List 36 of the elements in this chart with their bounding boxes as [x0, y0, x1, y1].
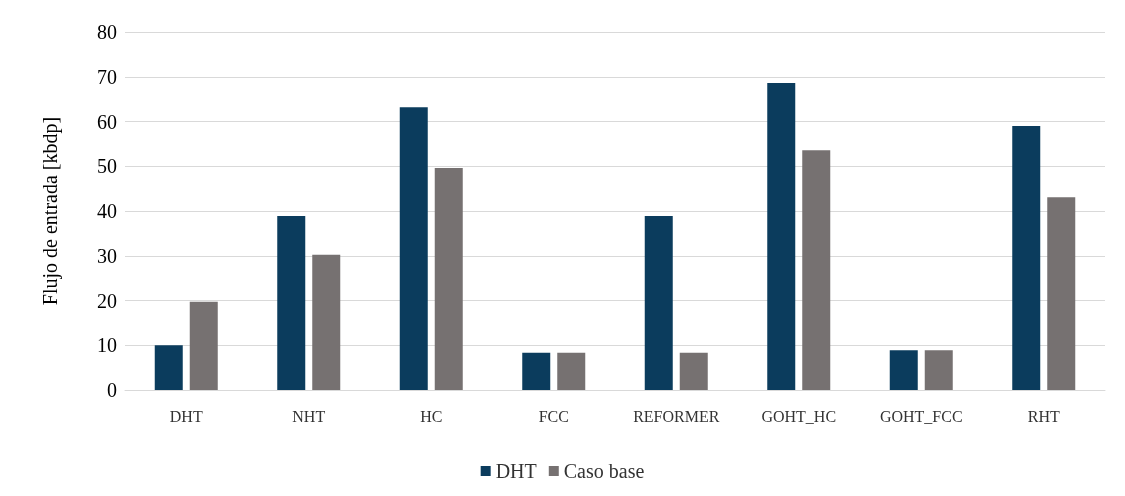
y-tick-label: 80	[97, 21, 117, 43]
y-tick-label: 60	[97, 110, 117, 133]
bar	[889, 350, 918, 390]
bar	[644, 215, 673, 390]
bar	[189, 301, 218, 390]
bar	[767, 83, 796, 390]
bar	[1047, 197, 1076, 390]
x-tick-label: FCC	[538, 407, 569, 425]
bar	[924, 350, 953, 390]
y-tick-label: 30	[97, 244, 117, 267]
bar	[802, 150, 831, 390]
legend-label: DHT	[495, 460, 537, 482]
y-tick-label: 10	[97, 334, 117, 357]
y-axis-title: Flujo de entrada [kbdp]	[39, 116, 62, 306]
y-tick-label: 0	[107, 379, 117, 401]
y-tick-label: 70	[97, 65, 117, 88]
bar	[399, 107, 428, 390]
x-tick-label: REFORMER	[633, 407, 720, 425]
bar	[522, 352, 551, 390]
bar	[1012, 125, 1041, 390]
y-tick-label: 40	[97, 200, 117, 222]
x-tick-label: DHT	[169, 407, 203, 425]
bar	[434, 168, 463, 390]
x-tick-label: RHT	[1027, 407, 1060, 425]
bar	[557, 352, 586, 390]
x-tick-label: GOHT_FCC	[879, 407, 963, 425]
x-tick-label: GOHT_HC	[761, 407, 837, 425]
bar	[679, 352, 708, 390]
bar	[312, 254, 341, 390]
y-tick-label: 50	[97, 155, 117, 178]
y-tick-label: 20	[97, 289, 117, 312]
bar	[277, 215, 306, 390]
x-tick-label: NHT	[292, 407, 326, 425]
x-tick-label: HC	[420, 407, 443, 425]
legend-label: Caso base	[563, 460, 645, 482]
bar	[154, 345, 183, 390]
